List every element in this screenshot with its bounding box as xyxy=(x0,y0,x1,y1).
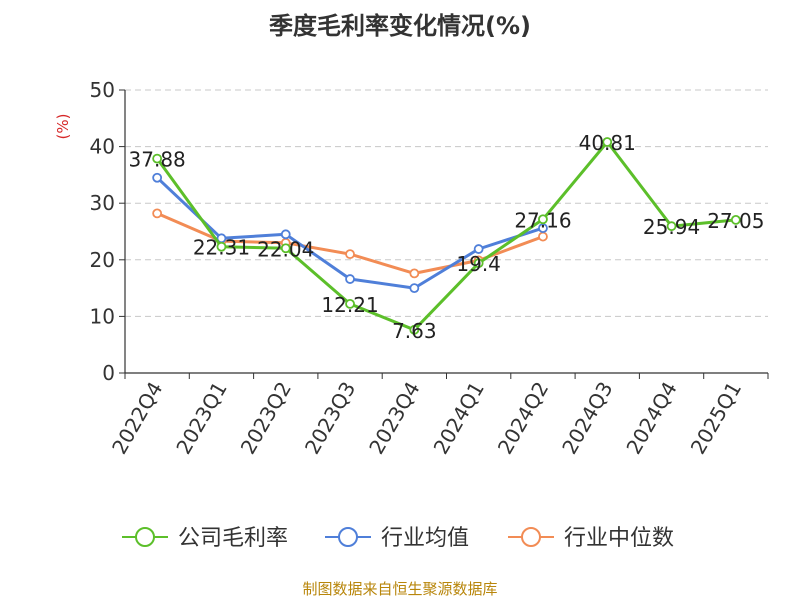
x-tick-label: 2023Q4 xyxy=(364,378,424,459)
legend-label-industry_avg: 行业均值 xyxy=(381,526,469,551)
data-point-company xyxy=(602,137,613,147)
chart-title: 季度毛利率变化情况(%) xyxy=(269,12,531,40)
x-tick-label: 2022Q4 xyxy=(107,378,167,459)
legend-marker-industry_avg xyxy=(338,527,358,547)
data-point-company xyxy=(538,214,548,225)
data-point-company xyxy=(345,298,355,309)
data-point-company xyxy=(473,258,484,269)
x-tick-label: 2024Q1 xyxy=(429,378,489,459)
data-point-industry_avg xyxy=(473,244,484,254)
data-label: 12.21 xyxy=(321,293,378,317)
data-label: 22.31 xyxy=(193,236,250,260)
data-label: 40.81 xyxy=(579,131,636,155)
data-point-company xyxy=(666,221,677,232)
data-point-industry_avg xyxy=(152,172,163,183)
legend-label-company: 公司毛利率 xyxy=(178,526,288,551)
source-footer: 制图数据来自恒生聚源数据库 xyxy=(302,580,498,598)
data-point-industry_median xyxy=(409,268,420,279)
data-point-industry_median xyxy=(538,231,548,242)
series-line-company xyxy=(155,140,737,332)
data-label: 27.16 xyxy=(514,208,571,232)
data-label: 22.04 xyxy=(257,237,314,261)
legend-label-industry_median: 行业中位数 xyxy=(564,526,674,551)
x-tick-label: 2024Q3 xyxy=(557,378,617,459)
data-point-industry_avg xyxy=(345,274,355,284)
x-tick-label: 2023Q3 xyxy=(300,378,360,459)
y-tick-label: 40 xyxy=(90,135,115,159)
data-point-industry_avg xyxy=(280,229,291,240)
data-point-industry_median xyxy=(345,249,355,260)
data-label: 27.05 xyxy=(707,209,764,233)
legend-marker-company xyxy=(135,527,155,547)
legend-marker-industry_median xyxy=(521,527,541,547)
x-tick-label: 2024Q4 xyxy=(621,378,681,459)
data-point-company xyxy=(280,243,291,254)
y-axis-label: (%) xyxy=(54,114,72,140)
x-tick-label: 2025Q1 xyxy=(686,378,746,459)
data-label: 25.94 xyxy=(643,215,700,239)
y-tick-label: 20 xyxy=(90,248,115,272)
data-label: 7.63 xyxy=(392,319,437,343)
y-tick-label: 0 xyxy=(102,361,115,385)
x-tick-label: 2024Q2 xyxy=(493,378,553,459)
data-point-company xyxy=(152,153,163,164)
y-tick-label: 10 xyxy=(90,304,115,328)
data-point-industry_median xyxy=(152,208,163,219)
y-tick-label: 30 xyxy=(90,191,115,215)
data-label: 19.4 xyxy=(456,252,501,276)
y-tick-label: 50 xyxy=(90,78,115,102)
x-tick-label: 2023Q1 xyxy=(171,378,231,459)
data-point-company xyxy=(409,324,420,335)
data-point-company xyxy=(730,214,741,225)
x-tick-label: 2023Q2 xyxy=(236,378,296,459)
data-label: 37.88 xyxy=(129,148,186,172)
data-point-industry_avg xyxy=(409,283,420,294)
data-point-company xyxy=(216,241,227,252)
